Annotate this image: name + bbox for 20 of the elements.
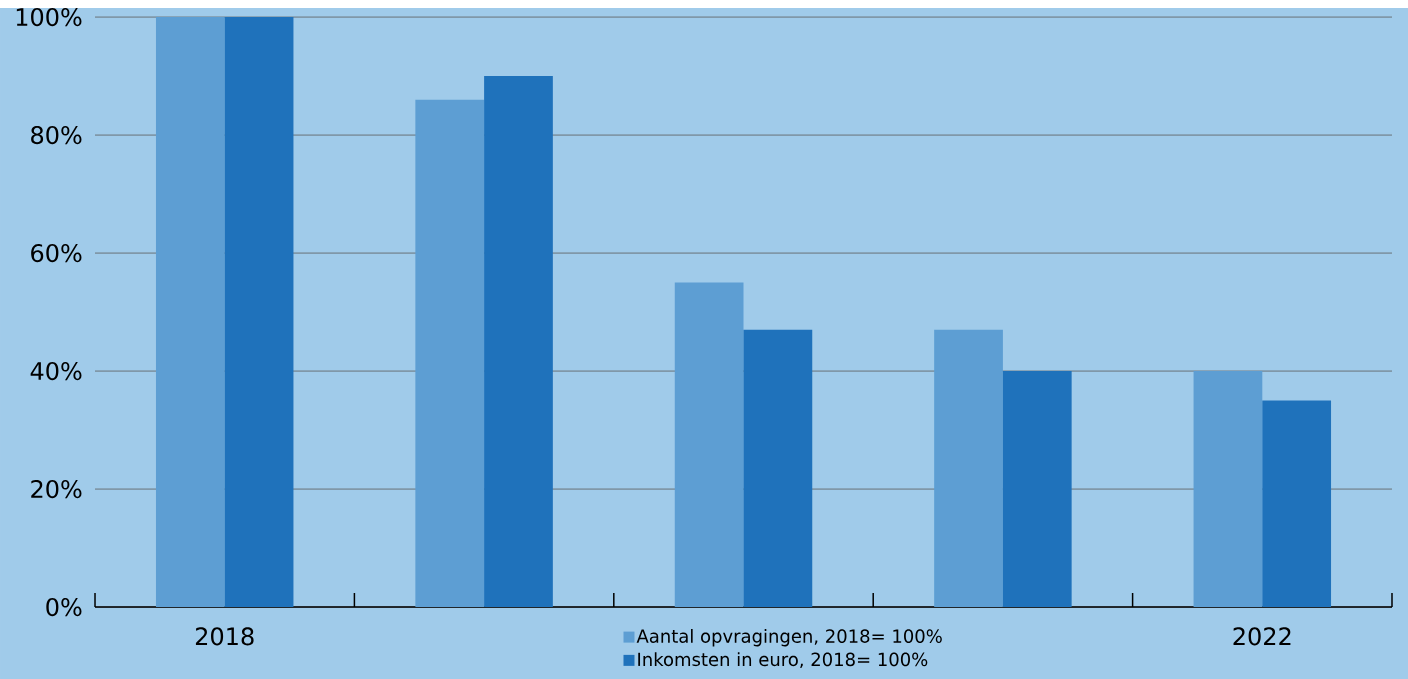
bar	[743, 329, 813, 608]
x-tick-label: 2018	[195, 627, 254, 646]
bar	[484, 76, 553, 608]
legend-label: Aantal opvragingen, 2018= 100%	[636, 628, 942, 647]
x-tick-label: 2022	[1233, 627, 1291, 646]
bar	[155, 17, 225, 608]
bar	[674, 282, 744, 608]
bar	[1002, 371, 1072, 608]
bar	[415, 99, 485, 608]
y-tick-label: 60%	[31, 243, 82, 263]
y-tick-label: 40%	[30, 361, 82, 381]
y-tick-label: 80%	[31, 125, 82, 145]
bar	[934, 329, 1003, 608]
y-tick-label: 100%	[16, 7, 82, 27]
bar	[224, 17, 294, 608]
bar	[1262, 400, 1332, 608]
y-tick-label: 20%	[31, 479, 82, 499]
legend-label: Inkomsten in euro, 2018= 100%	[638, 652, 928, 668]
bar	[1193, 371, 1263, 608]
y-tick-label: 0%	[46, 597, 82, 617]
